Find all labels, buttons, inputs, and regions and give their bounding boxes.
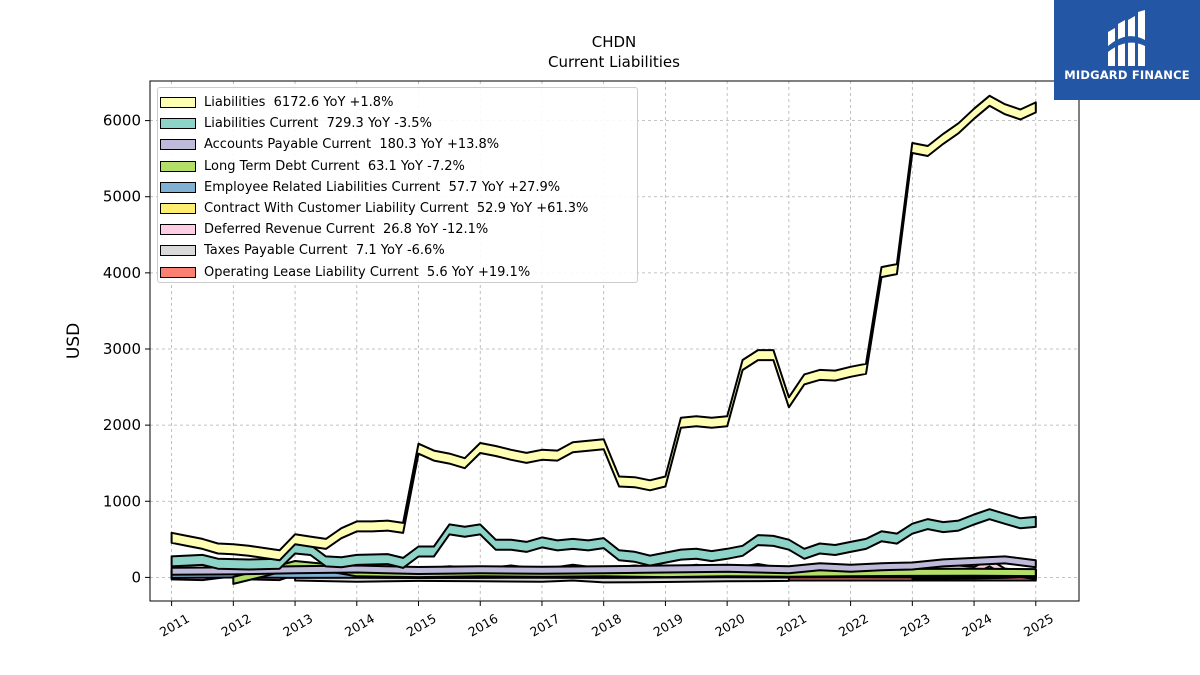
midgard-logo-icon — [1108, 10, 1145, 66]
x-axis-ticks: 2011 2012 2013 2014 2015 2016 2017 2018 2019 2020… — [157, 601, 1056, 640]
legend-label: Deferred Revenue Current 26.8 YoY -12.1% — [204, 222, 489, 238]
y-tick-label: 3000 — [103, 340, 141, 358]
legend-swatch — [160, 203, 196, 215]
legend-swatch — [160, 266, 196, 278]
x-tick-label: 2020 — [712, 611, 747, 640]
y-tick-label: 6000 — [103, 112, 141, 130]
legend-swatch — [160, 224, 196, 236]
legend-item-accounts-payable-current: Accounts Payable Current 180.3 YoY +13.8… — [158, 134, 637, 155]
legend-item-contract-with-customer-liability-current: Contract With Customer Liability Current… — [158, 198, 637, 219]
legend-item-liabilities-current: Liabilities Current 729.3 YoY -3.5% — [158, 113, 637, 134]
legend-label: Employee Related Liabilities Current 57.… — [204, 179, 561, 195]
grid-lines — [150, 81, 1079, 601]
legend-item-deferred-revenue-current: Deferred Revenue Current 26.8 YoY -12.1% — [158, 219, 637, 240]
x-tick-label: 2017 — [527, 611, 562, 640]
legend-swatch — [160, 160, 196, 172]
y-tick-label: 0 — [131, 568, 141, 586]
legend-label: Taxes Payable Current 7.1 YoY -6.6% — [204, 243, 445, 259]
brand-name: MIDGARD FINANCE — [1064, 68, 1190, 82]
chart-subtitle: Current Liabilities — [548, 53, 680, 71]
plot-frame — [149, 80, 1080, 602]
y-tick-label: 4000 — [103, 264, 141, 282]
legend-item-long-term-debt-current: Long Term Debt Current 63.1 YoY -7.2% — [158, 156, 637, 177]
x-tick-label: 2024 — [959, 611, 994, 640]
legend-label: Liabilities 6172.6 YoY +1.8% — [204, 95, 394, 111]
legend-swatch — [160, 139, 196, 151]
x-tick-label: 2015 — [404, 611, 439, 640]
legend-label: Long Term Debt Current 63.1 YoY -7.2% — [204, 158, 465, 174]
brand-badge: MIDGARD FINANCE — [1054, 0, 1200, 100]
x-tick-label: 2022 — [836, 611, 871, 640]
legend-label: Liabilities Current 729.3 YoY -3.5% — [204, 116, 432, 132]
legend-swatch — [160, 118, 196, 130]
x-tick-label: 2021 — [774, 611, 809, 640]
legend-item-operating-lease-liability-current: Operating Lease Liability Current 5.6 Yo… — [158, 262, 637, 283]
x-tick-label: 2018 — [589, 611, 624, 640]
x-tick-label: 2019 — [651, 611, 686, 640]
x-tick-label: 2025 — [1021, 611, 1056, 640]
y-tick-label: 2000 — [103, 416, 141, 434]
legend-item-taxes-payable-current: Taxes Payable Current 7.1 YoY -6.6% — [158, 240, 637, 261]
x-tick-label: 2011 — [157, 611, 192, 640]
y-axis-label: USD — [64, 323, 84, 359]
chart-title: CHDN — [592, 33, 637, 51]
x-tick-label: 2012 — [219, 611, 254, 640]
series-band-accounts-payable-current — [170, 555, 1037, 576]
x-tick-label: 2014 — [342, 611, 377, 640]
x-tick-label: 2016 — [465, 611, 500, 640]
legend-label: Accounts Payable Current 180.3 YoY +13.8… — [204, 137, 500, 153]
legend-label: Contract With Customer Liability Current… — [204, 201, 589, 217]
series-areas — [170, 94, 1037, 585]
y-axis-ticks: 0 1000 2000 3000 4000 5000 6000 — [103, 112, 150, 586]
series-band-liabilities — [170, 94, 1037, 562]
x-tick-label: 2023 — [898, 611, 933, 640]
legend-swatch — [160, 245, 196, 257]
series-band-liabilities-current — [170, 508, 1037, 571]
y-tick-label: 1000 — [103, 492, 141, 510]
legend-item-employee-related-liabilities-current: Employee Related Liabilities Current 57.… — [158, 177, 637, 198]
chart-legend: Liabilities 6172.6 YoY +1.8% Liabilities … — [157, 87, 638, 283]
legend-swatch — [160, 181, 196, 193]
x-tick-label: 2013 — [280, 611, 315, 640]
y-tick-label: 5000 — [103, 188, 141, 206]
legend-label: Operating Lease Liability Current 5.6 Yo… — [204, 264, 531, 280]
legend-item-liabilities: Liabilities 6172.6 YoY +1.8% — [158, 92, 637, 113]
legend-swatch — [160, 97, 196, 109]
